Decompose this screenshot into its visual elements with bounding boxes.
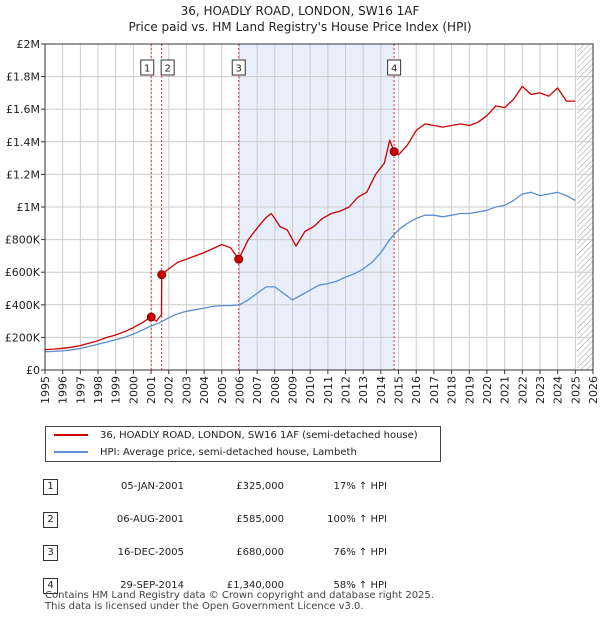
sale-marker xyxy=(146,312,156,322)
sale-date: 05-JAN-2001 xyxy=(120,481,184,492)
x-tick-label: 2026 xyxy=(587,376,600,404)
x-tick-label: 2014 xyxy=(375,376,388,404)
sale-number-badge: 4 xyxy=(43,577,58,594)
y-tick-label: £0 xyxy=(26,364,40,377)
x-tick-label: 2008 xyxy=(269,376,282,404)
sale-label-box xyxy=(160,59,175,76)
x-tick-label: 2003 xyxy=(180,376,193,404)
x-tick-label: 2009 xyxy=(286,376,299,404)
x-tick-label: 2002 xyxy=(163,376,176,404)
sale-price: £1,340,000 xyxy=(226,580,284,591)
table-row: 1 05-JAN-2001 £325,000 17% ↑ HPI xyxy=(40,470,387,503)
legend-label-property: 36, HOADLY ROAD, LONDON, SW16 1AF (semi-… xyxy=(100,430,418,441)
x-tick-label: 2025 xyxy=(569,376,582,404)
legend-item-hpi: HPI: Average price, semi-detached house,… xyxy=(54,445,357,461)
x-tick-label: 1997 xyxy=(74,376,87,404)
sale-hpi-change: 76% ↑ HPI xyxy=(333,547,387,558)
x-tick-label: 2020 xyxy=(481,376,494,404)
footer-license: This data is licensed under the Open Gov… xyxy=(45,601,364,612)
x-tick-label: 2001 xyxy=(145,376,158,404)
x-tick-label: 2015 xyxy=(393,376,406,404)
hpi-line xyxy=(44,191,576,353)
sale-number-badge: 3 xyxy=(43,544,58,561)
table-row: 4 29-SEP-2014 £1,340,000 58% ↑ HPI xyxy=(40,569,387,602)
legend: 36, HOADLY ROAD, LONDON, SW16 1AF (semi-… xyxy=(45,426,441,462)
x-tick-label: 2013 xyxy=(357,376,370,404)
y-tick-label: £1.6M xyxy=(6,103,40,116)
sale-label-box xyxy=(387,59,402,76)
sale-marker xyxy=(157,270,167,280)
x-tick-label: 2007 xyxy=(251,376,264,404)
y-tick-label: £400K xyxy=(5,299,41,312)
x-tick-label: 2022 xyxy=(516,376,529,404)
x-tick-label: 2006 xyxy=(233,376,246,404)
x-tick-label: 2000 xyxy=(127,376,140,404)
sale-label-number: 3 xyxy=(236,64,242,75)
x-tick-label: 1996 xyxy=(57,376,70,404)
y-tick-label: £1M xyxy=(17,201,41,214)
sale-label-box xyxy=(231,59,246,76)
y-tick-label: £1.8M xyxy=(6,71,40,84)
chart-title: 36, HOADLY ROAD, LONDON, SW16 1AF xyxy=(180,4,420,18)
property-price-line xyxy=(44,85,576,351)
x-tick-label: 2019 xyxy=(463,376,476,404)
y-tick-label: £200K xyxy=(5,331,41,344)
x-tick-label: 2010 xyxy=(304,376,317,404)
y-tick-label: £1.2M xyxy=(6,168,40,181)
sale-label-box xyxy=(140,59,155,76)
legend-label-hpi: HPI: Average price, semi-detached house,… xyxy=(100,447,357,458)
sale-price: £585,000 xyxy=(236,514,284,525)
legend-swatch-hpi xyxy=(54,451,88,453)
legend-swatch-property xyxy=(54,434,88,436)
x-tick-label: 2024 xyxy=(552,376,565,404)
sale-label-number: 4 xyxy=(391,64,397,75)
x-tick-label: 2005 xyxy=(216,376,229,404)
sale-date: 16-DEC-2005 xyxy=(117,547,184,558)
legend-item-property: 36, HOADLY ROAD, LONDON, SW16 1AF (semi-… xyxy=(54,428,418,444)
sale-price: £680,000 xyxy=(236,547,284,558)
x-tick-label: 1999 xyxy=(110,376,123,404)
sale-date: 29-SEP-2014 xyxy=(120,580,184,591)
sale-marker xyxy=(389,147,399,157)
sale-marker xyxy=(234,254,244,264)
plot-frame xyxy=(44,43,594,371)
x-tick-label: 1998 xyxy=(92,376,105,404)
price-chart: 1 2 3 4 £0 £200K £400K £600K £800K £1M £1.2M £1.4M… xyxy=(5,38,600,404)
y-tick-label: £600K xyxy=(5,266,41,279)
x-tick-label: 2017 xyxy=(428,376,441,404)
sale-number-badge: 2 xyxy=(43,511,58,528)
sale-label-number: 2 xyxy=(164,64,170,75)
sale-date: 06-AUG-2001 xyxy=(116,514,184,525)
footer-copyright: Contains HM Land Registry data © Crown c… xyxy=(45,590,434,601)
sales-table: 1 05-JAN-2001 £325,000 17% ↑ HPI 2 06-AU… xyxy=(40,470,387,602)
sale-hpi-change: 17% ↑ HPI xyxy=(333,481,387,492)
x-tick-label: 2004 xyxy=(198,376,211,404)
x-tick-label: 1995 xyxy=(39,376,52,404)
table-row: 3 16-DEC-2005 £680,000 76% ↑ HPI xyxy=(40,536,387,569)
y-tick-label: £2M xyxy=(17,38,41,51)
x-tick-label: 2012 xyxy=(340,376,353,404)
y-tick-label: £800K xyxy=(5,234,41,247)
sale-label-number: 1 xyxy=(144,64,150,75)
y-tick-label: £1.4M xyxy=(6,136,40,149)
sale-hpi-change: 100% ↑ HPI xyxy=(327,514,387,525)
x-tick-label: 2023 xyxy=(534,376,547,404)
chart-subtitle: Price paid vs. HM Land Registry's House … xyxy=(128,20,472,34)
x-tick-label: 2021 xyxy=(499,376,512,404)
x-tick-label: 2011 xyxy=(322,376,335,404)
sale-number-badge: 1 xyxy=(43,478,58,495)
x-tick-label: 2016 xyxy=(410,376,423,404)
table-row: 2 06-AUG-2001 £585,000 100% ↑ HPI xyxy=(40,503,387,536)
x-tick-label: 2018 xyxy=(446,376,459,404)
sale-hpi-change: 58% ↑ HPI xyxy=(333,580,387,591)
sale-price: £325,000 xyxy=(236,481,284,492)
footer: Contains HM Land Registry data © Crown c… xyxy=(45,590,434,612)
